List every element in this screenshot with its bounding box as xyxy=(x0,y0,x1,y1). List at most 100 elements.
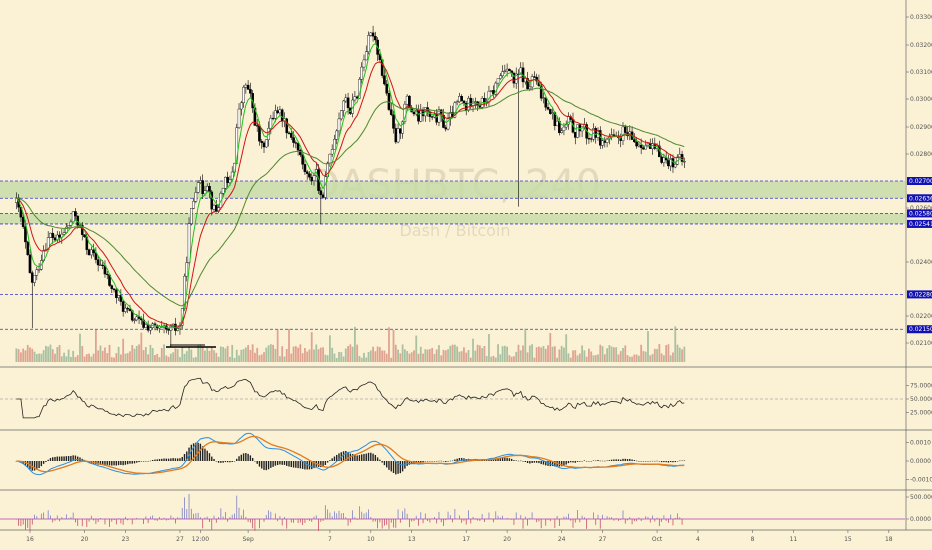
volume-bar xyxy=(160,348,163,362)
macd-hist-bar xyxy=(256,461,258,464)
macd-hist-bar xyxy=(108,461,111,466)
macd-hist-bar xyxy=(199,443,202,461)
ema-line xyxy=(16,87,685,307)
macd-hist-bar xyxy=(151,460,154,461)
macd-hist-bar xyxy=(195,442,197,461)
macd-hist-bar xyxy=(370,452,372,461)
volume-bar xyxy=(285,348,288,362)
volume-bar xyxy=(374,351,377,362)
candle-body xyxy=(371,32,375,37)
macd-hist-bar xyxy=(140,461,143,462)
volume-bar xyxy=(306,351,309,362)
macd-hist-bar xyxy=(176,458,179,461)
volume-bar xyxy=(31,348,34,362)
macd-hist-bar xyxy=(497,458,499,461)
candle-body xyxy=(78,224,82,227)
volume-bar xyxy=(301,353,304,362)
volume-bar xyxy=(560,345,563,362)
candle-body xyxy=(453,102,457,118)
macd-hist-bar xyxy=(99,461,102,465)
volume-bar xyxy=(333,353,336,362)
candle-body xyxy=(135,316,139,321)
volume-bar xyxy=(438,345,440,362)
macd-hist-bar xyxy=(574,461,576,463)
candle-body xyxy=(460,96,463,102)
candle-body xyxy=(187,223,191,263)
candle-body xyxy=(51,232,55,238)
macd-hist-bar xyxy=(601,460,604,462)
candle-body xyxy=(280,109,284,122)
macd-line xyxy=(16,432,685,476)
candle-body xyxy=(92,249,95,254)
time-tick-label: 4 xyxy=(696,536,700,543)
candle-body xyxy=(446,118,450,130)
macd-hist-bar xyxy=(656,460,658,462)
time-tick-label: 20 xyxy=(81,536,89,543)
candle-body xyxy=(603,140,607,143)
volume-bar xyxy=(483,346,486,362)
macd-hist-bar xyxy=(422,461,424,463)
candle-body xyxy=(458,96,461,102)
candle-body xyxy=(483,97,486,103)
volume-bar xyxy=(72,350,75,362)
volume-bar xyxy=(94,329,97,362)
macd-hist-bar xyxy=(36,461,38,470)
volume-bar xyxy=(538,346,540,362)
macd-hist-bar xyxy=(522,461,524,462)
volume-bar xyxy=(397,349,399,362)
macd-hist-bar xyxy=(390,461,392,472)
volume-bar xyxy=(674,326,677,362)
volume-bar xyxy=(158,357,161,362)
candle-body xyxy=(37,269,41,271)
volume-bar xyxy=(335,357,338,362)
price-tick-label: 0.031000 xyxy=(910,69,932,76)
volume-bar xyxy=(569,357,572,362)
candle-body xyxy=(337,118,341,132)
price-tag: 0.021506 xyxy=(907,325,932,334)
macd-hist-bar xyxy=(667,461,670,463)
macd-hist-bar xyxy=(376,457,379,461)
candle-body xyxy=(374,36,377,41)
candle-body xyxy=(212,204,216,210)
volume-bar xyxy=(272,344,275,362)
macd-hist-bar xyxy=(563,461,565,466)
time-tick-label: 13 xyxy=(408,536,416,543)
volume-bar xyxy=(183,353,186,362)
volume-bar xyxy=(256,347,259,362)
candle-body xyxy=(260,140,264,143)
macd-hist-bar xyxy=(290,461,292,468)
macd-hist-bar xyxy=(292,461,295,468)
macd-hist-bar xyxy=(372,453,374,461)
macd-hist-bar xyxy=(301,461,304,469)
price-tag-box xyxy=(907,194,932,203)
macd-hist-bar xyxy=(249,455,252,461)
volume-bar xyxy=(474,350,477,362)
volume-bar xyxy=(485,356,488,362)
candle-body xyxy=(637,144,641,147)
candle-body xyxy=(69,221,73,226)
volume-bar xyxy=(260,354,263,362)
volume-bar xyxy=(669,355,672,362)
volume-bar xyxy=(140,332,143,362)
volume-bar xyxy=(501,346,504,362)
price-tick-label: 0.021000 xyxy=(910,340,932,347)
candle-body xyxy=(33,275,36,283)
macd-hist-bar xyxy=(165,458,168,461)
macd-hist-bar xyxy=(238,456,240,461)
time-axis: 16 20 23 27 12:00 Sep 7 10 13 17 20 24 27 Oct 4 8 11 15 18 xyxy=(26,530,893,543)
volume-bar xyxy=(58,344,61,362)
macd-hist-bar xyxy=(242,453,245,461)
macd-hist-bar xyxy=(63,456,65,461)
volume-bar xyxy=(531,344,534,362)
macd-hist-bar xyxy=(392,461,395,473)
macd-hist-bar xyxy=(410,461,413,465)
volume-bar xyxy=(169,353,172,362)
macd-hist-bar xyxy=(592,460,595,461)
volume-bar xyxy=(542,345,545,362)
candle-body xyxy=(605,138,609,143)
macd-hist-bar xyxy=(156,459,158,461)
candle-body xyxy=(289,133,293,138)
volume-bar xyxy=(17,349,20,362)
